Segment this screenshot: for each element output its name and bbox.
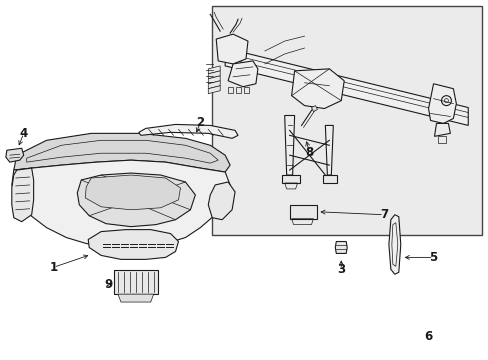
Polygon shape [208,76,220,84]
Polygon shape [139,125,238,138]
Polygon shape [335,242,346,253]
Polygon shape [289,205,317,219]
Text: 2: 2 [196,116,204,129]
Polygon shape [12,160,230,247]
Polygon shape [208,182,235,220]
Polygon shape [208,71,220,79]
Polygon shape [284,116,294,175]
Polygon shape [228,61,257,87]
Text: 4: 4 [20,127,28,140]
Polygon shape [12,168,34,222]
Polygon shape [6,148,24,162]
Polygon shape [208,81,220,89]
Text: 1: 1 [49,261,58,274]
Polygon shape [208,66,220,74]
Text: 7: 7 [379,208,387,221]
Polygon shape [323,175,337,183]
Text: 9: 9 [104,278,112,291]
Polygon shape [281,175,299,183]
Polygon shape [77,173,195,227]
Polygon shape [427,84,455,123]
Polygon shape [311,105,317,112]
Polygon shape [85,175,180,210]
Polygon shape [118,294,153,302]
Text: 3: 3 [337,263,345,276]
Text: 6: 6 [424,330,432,343]
Polygon shape [14,133,230,172]
Polygon shape [88,230,178,260]
Polygon shape [325,125,333,175]
Polygon shape [224,48,468,125]
Polygon shape [216,34,247,64]
Polygon shape [114,270,157,294]
Polygon shape [208,86,220,94]
Text: 5: 5 [428,251,437,264]
Bar [212,6,481,235]
Polygon shape [388,215,400,274]
Polygon shape [291,69,344,109]
Text: 8: 8 [305,146,313,159]
